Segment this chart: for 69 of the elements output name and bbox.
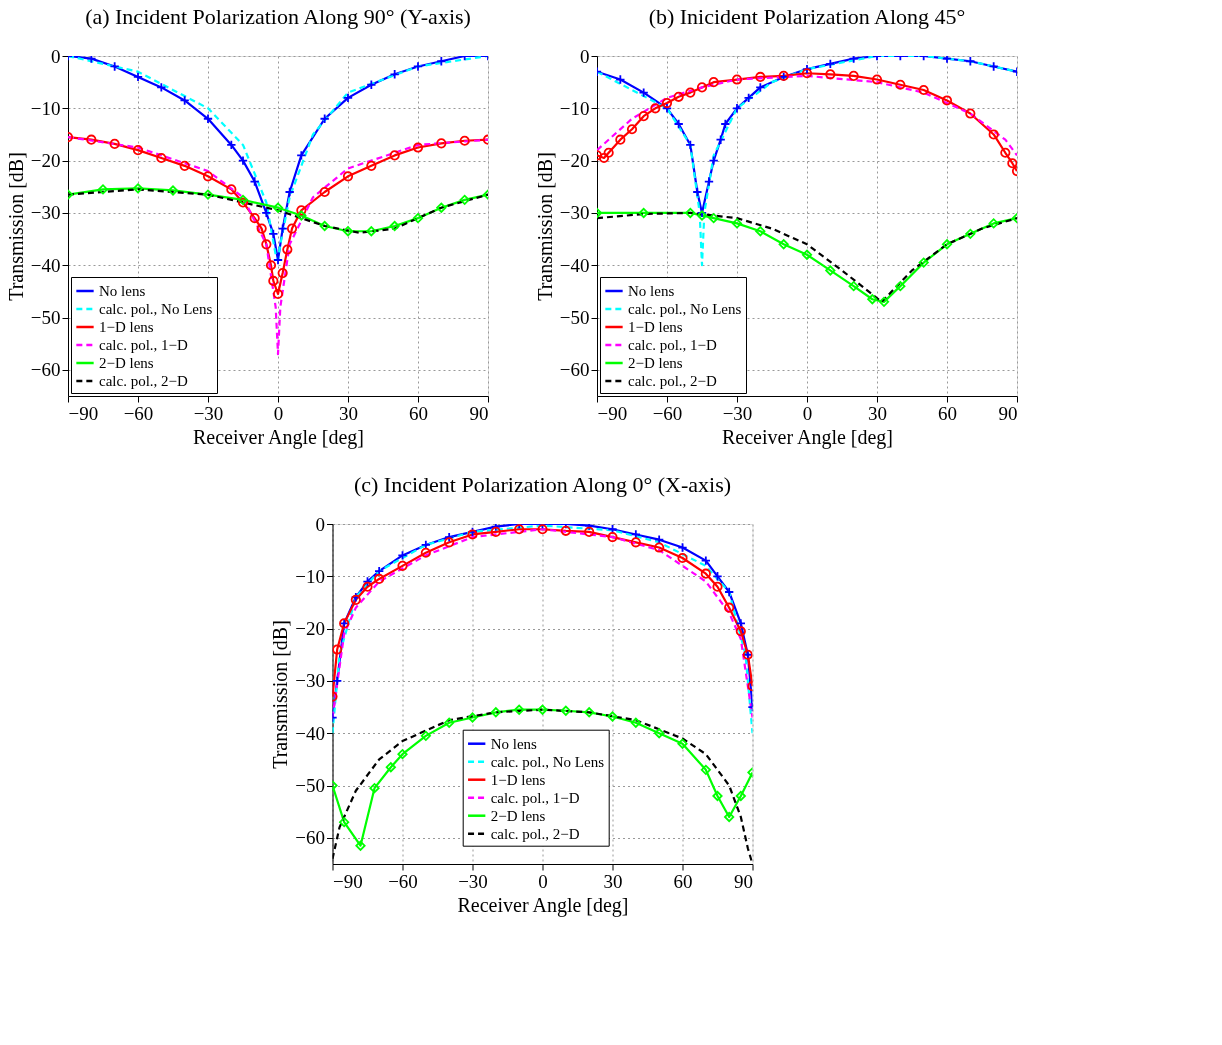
legend-label: 1−D lens	[99, 319, 154, 335]
legend-label: calc. pol., 2−D	[490, 825, 580, 842]
x-axis-title: Receiver Angle [deg]	[721, 425, 894, 449]
legend-label: 2−D lens	[490, 807, 546, 824]
y-tick-label: 0	[580, 45, 590, 67]
legend-label: calc. pol., 1−D	[99, 337, 189, 353]
x-tick-label: 90	[998, 402, 1018, 424]
y-tick-label: −50	[295, 775, 325, 797]
legend-label: calc. pol., No Lens	[99, 301, 213, 317]
chart-title: (a) Incident Polarization Along 90° (Y-axis)	[85, 4, 471, 29]
y-tick-label: −40	[30, 254, 61, 276]
y-tick-label: −20	[559, 150, 590, 172]
y-tick-label: −30	[30, 202, 61, 224]
x-tick-label: 60	[938, 402, 957, 424]
x-tick-label: 90	[469, 402, 489, 424]
legend-label: 1−D lens	[490, 771, 546, 788]
y-tick-label: 0	[51, 45, 61, 67]
x-tick-label: 0	[802, 402, 813, 424]
x-tick-label: 30	[603, 870, 623, 892]
x-tick-label: −60	[123, 402, 154, 424]
x-tick-label: −60	[652, 402, 683, 424]
legend-label: calc. pol., 2−D	[99, 373, 189, 389]
x-tick-label: −60	[388, 870, 418, 892]
y-tick-label: −40	[559, 254, 590, 276]
y-tick-label: 0	[315, 513, 325, 535]
y-tick-label: −20	[295, 618, 325, 640]
x-tick-label: 0	[273, 402, 284, 424]
x-tick-label: −90	[333, 870, 363, 892]
y-tick-label: −10	[30, 97, 61, 119]
y-tick-label: −50	[30, 307, 61, 329]
legend-label: calc. pol., 2−D	[628, 373, 718, 389]
chart-title: (c) Incident Polarization Along 0° (X-axis)	[353, 472, 732, 497]
x-tick-label: 0	[538, 870, 548, 892]
legend-label: 1−D lens	[628, 319, 683, 335]
x-tick-label: −90	[68, 402, 99, 424]
legend-label: No lens	[99, 283, 146, 299]
y-tick-label: −60	[559, 359, 590, 381]
legend-label: calc. pol., 1−D	[490, 789, 580, 806]
y-tick-label: −50	[559, 307, 590, 329]
y-tick-label: −20	[30, 150, 61, 172]
legend-label: calc. pol., No Lens	[628, 301, 742, 317]
x-tick-label: −30	[722, 402, 753, 424]
x-axis-title: Receiver Angle [deg]	[192, 425, 365, 449]
legend-label: calc. pol., 1−D	[628, 337, 718, 353]
y-tick-label: −60	[295, 827, 325, 849]
x-tick-label: 30	[868, 402, 887, 424]
x-tick-label: 30	[339, 402, 358, 424]
y-axis-title: Transmission [dB]	[269, 620, 292, 769]
chart-title: (b) Inicident Polarization Along 45°	[648, 4, 966, 29]
y-tick-label: −10	[295, 565, 325, 587]
x-tick-label: 60	[409, 402, 428, 424]
y-tick-label: −60	[30, 359, 61, 381]
x-axis-title: Receiver Angle [deg]	[457, 893, 629, 917]
y-axis-title: Transmission [dB]	[533, 152, 556, 301]
x-tick-label: −90	[597, 402, 628, 424]
x-tick-label: −30	[193, 402, 224, 424]
x-tick-label: 90	[734, 870, 753, 892]
x-tick-label: 60	[673, 870, 693, 892]
legend-label: No lens	[490, 735, 538, 752]
y-tick-label: −10	[559, 97, 590, 119]
legend-label: 2−D lens	[99, 355, 154, 371]
legend-label: 2−D lens	[628, 355, 683, 371]
x-tick-label: −30	[458, 870, 488, 892]
y-axis-title: Transmission [dB]	[4, 152, 27, 301]
y-tick-label: −30	[295, 670, 325, 692]
y-tick-label: −40	[295, 722, 325, 744]
legend-label: calc. pol., No Lens	[490, 753, 605, 770]
legend-label: No lens	[628, 283, 675, 299]
y-tick-label: −30	[559, 202, 590, 224]
